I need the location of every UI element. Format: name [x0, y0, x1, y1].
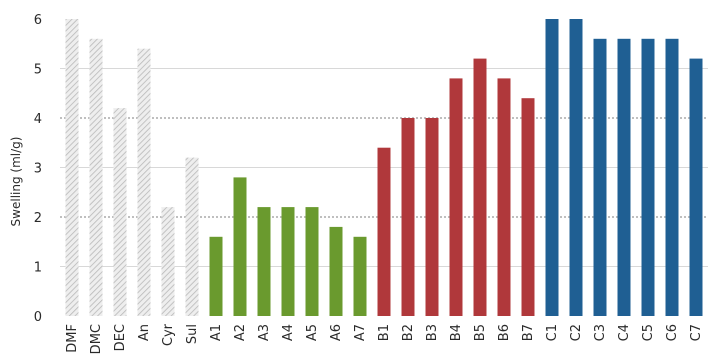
bar-an: [137, 48, 151, 316]
x-tick-label-a4: A4: [281, 324, 296, 341]
y-tick-label-1: 1: [34, 261, 42, 276]
bar-c4: [617, 38, 631, 317]
x-tick-label-b5: B5: [473, 324, 488, 341]
bar-b2: [401, 118, 415, 316]
bar-cyr: [161, 207, 175, 316]
x-tick-label-dmc: DMC: [89, 324, 104, 354]
y-tick-label-0: 0: [34, 310, 42, 325]
y-tick-label-6: 6: [34, 13, 42, 28]
x-tick-label-sul: Sul: [185, 324, 200, 344]
x-tick-label-a1: A1: [209, 324, 224, 341]
bar-dec: [113, 108, 127, 316]
x-tick-label-c7: C7: [689, 324, 704, 341]
x-tick-label-b1: B1: [377, 324, 392, 341]
y-tick-label-5: 5: [34, 63, 42, 78]
y-tick-label-4: 4: [34, 112, 42, 127]
y-tick-label-3: 3: [34, 162, 42, 177]
x-tick-label-a5: A5: [305, 324, 320, 341]
bar-c6: [665, 38, 679, 317]
bar-b1: [377, 147, 391, 316]
bar-b6: [497, 78, 511, 317]
x-tick-label-c5: C5: [641, 324, 656, 341]
bar-a1: [209, 236, 223, 316]
bar-c5: [641, 38, 655, 317]
bar-c1: [545, 19, 559, 316]
y-tick-label-2: 2: [34, 211, 42, 226]
bar-a4: [281, 207, 295, 316]
y-axis-label: Swelling (ml/g): [9, 137, 23, 227]
x-tick-label-dec: DEC: [113, 324, 128, 351]
x-tick-label-c6: C6: [665, 324, 680, 341]
x-tick-label-a2: A2: [233, 324, 248, 341]
x-tick-label-b3: B3: [425, 324, 440, 341]
x-tick-label-c1: C1: [545, 324, 560, 341]
x-tick-label-cyr: Cyr: [161, 323, 176, 346]
x-tick-label-a7: A7: [353, 324, 368, 341]
bar-a7: [353, 236, 367, 316]
bar-c3: [593, 38, 607, 317]
bar-c7: [689, 58, 703, 316]
x-tick-label-c3: C3: [593, 324, 608, 341]
x-tick-label-b7: B7: [521, 324, 536, 341]
x-tick-label-a6: A6: [329, 324, 344, 341]
bar-b5: [473, 58, 487, 316]
x-tick-label-c4: C4: [617, 324, 632, 341]
bar-sul: [185, 157, 199, 316]
bar-a3: [257, 207, 271, 316]
x-tick-label-a3: A3: [257, 324, 272, 341]
bar-a6: [329, 226, 343, 316]
x-tick-label-b6: B6: [497, 324, 512, 341]
bar-c2: [569, 19, 583, 316]
bar-a2: [233, 177, 247, 316]
x-tick-label-an: An: [137, 324, 152, 341]
x-tick-label-dmf: DMF: [65, 324, 80, 353]
x-tick-label-b4: B4: [449, 324, 464, 341]
bar-dmc: [89, 38, 103, 317]
bar-b4: [449, 78, 463, 317]
bar-b3: [425, 118, 439, 316]
x-tick-label-b2: B2: [401, 324, 416, 341]
bar-a5: [305, 207, 319, 316]
x-tick-label-c2: C2: [569, 324, 584, 341]
bar-dmf: [65, 19, 79, 316]
bar-b7: [521, 98, 535, 316]
